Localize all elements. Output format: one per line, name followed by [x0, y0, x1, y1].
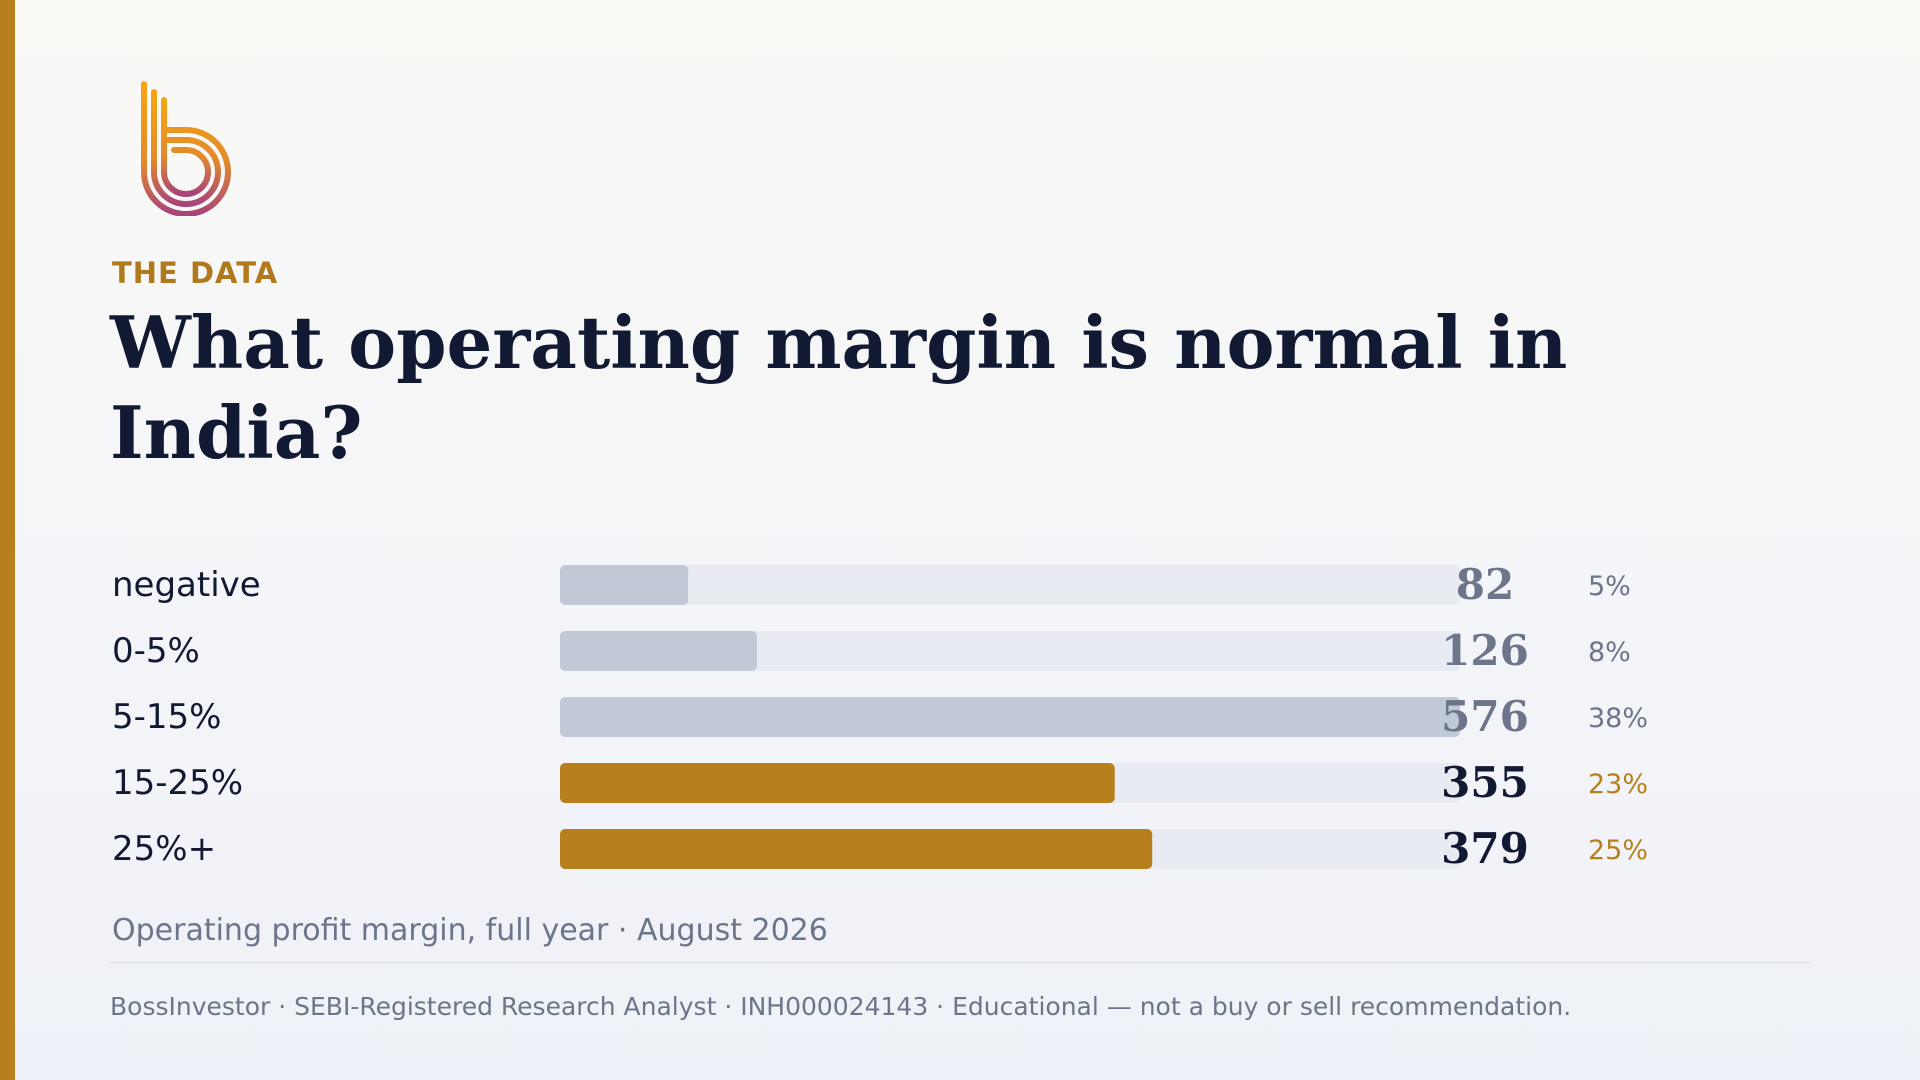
left-accent-bar — [0, 0, 15, 1080]
bar-value-label: 82 — [1456, 560, 1514, 609]
bar-track — [560, 565, 1460, 605]
bar-track — [560, 631, 1460, 671]
bar — [560, 631, 757, 671]
margin-distribution-chart: negative 82 5% 0-5% 126 8% 5-15% 576 38% 15-25% 35… — [112, 560, 1648, 873]
bar-percent-label: 8% — [1588, 637, 1631, 668]
bar — [560, 565, 689, 605]
bar-value-label: 379 — [1441, 824, 1529, 873]
bar-percent-label: 25% — [1588, 835, 1648, 866]
bar-value-label: 576 — [1441, 692, 1529, 741]
bar-percent-label: 38% — [1588, 703, 1648, 734]
bar-percent-label: 23% — [1588, 769, 1648, 800]
footer-disclaimer: BossInvestor · SEBI-Registered Research … — [110, 992, 1572, 1021]
bar — [560, 763, 1115, 803]
page-title: What operating margin is normal in India… — [110, 300, 1568, 475]
bar-value-label: 355 — [1441, 758, 1529, 807]
bar — [560, 829, 1153, 869]
bar — [560, 697, 1460, 737]
category-label: negative — [112, 565, 261, 605]
category-label: 15-25% — [112, 763, 243, 803]
bar-value-label: 126 — [1441, 626, 1529, 675]
category-label: 5-15% — [112, 697, 221, 737]
chart-caption: Operating profit margin, full year · Aug… — [112, 913, 828, 948]
footer-divider — [110, 962, 1810, 963]
bar-percent-label: 5% — [1588, 571, 1631, 602]
brand-logo-icon — [141, 81, 231, 216]
category-label: 25%+ — [112, 829, 216, 869]
eyebrow-label: THE DATA — [112, 256, 279, 290]
category-label: 0-5% — [112, 631, 200, 671]
